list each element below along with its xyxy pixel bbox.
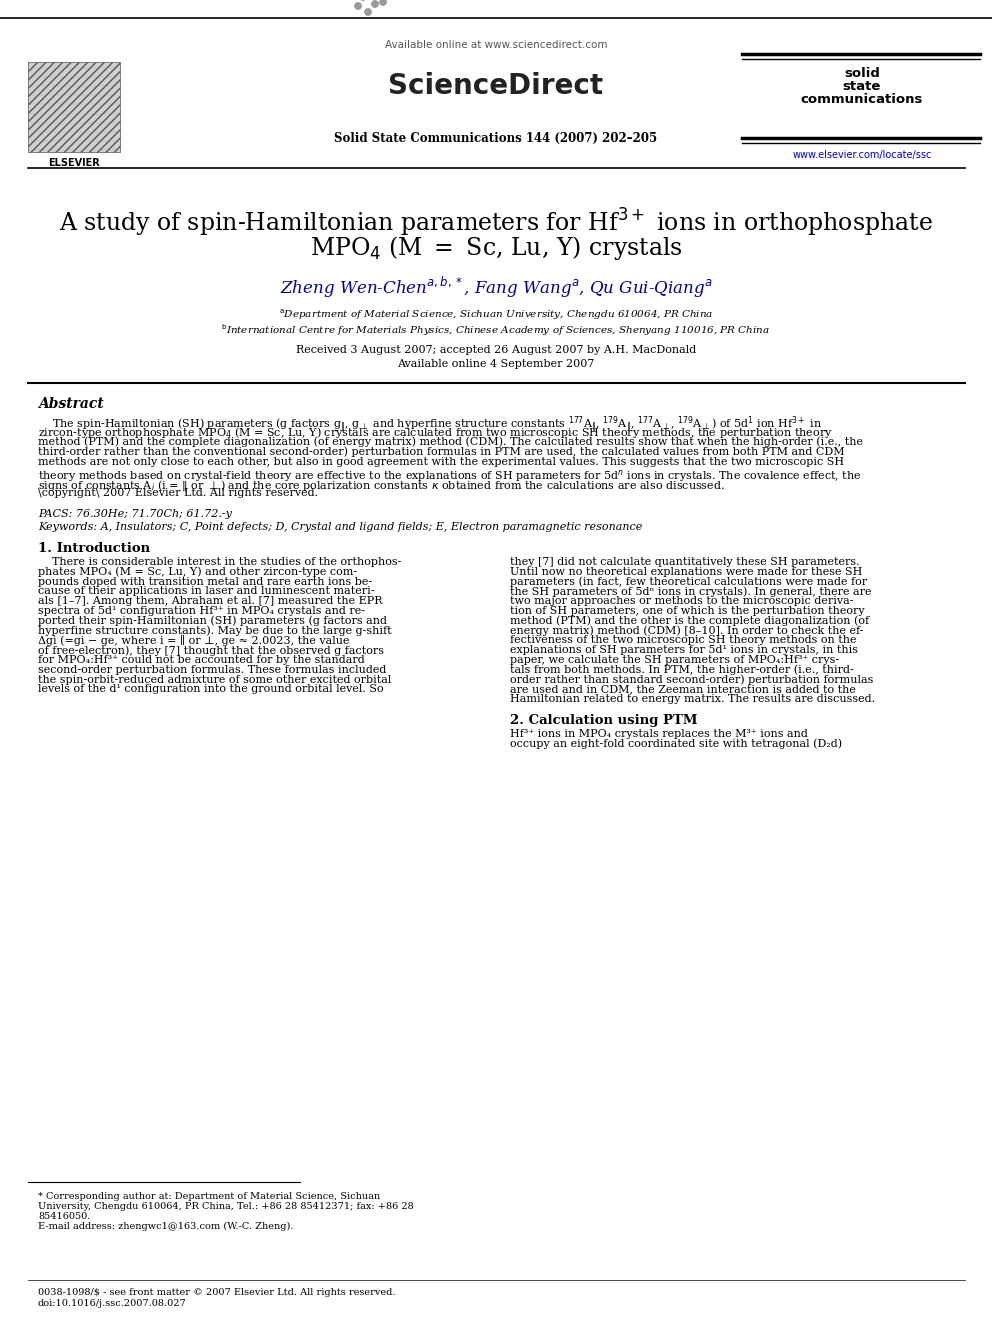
Text: 1. Introduction: 1. Introduction — [38, 542, 150, 556]
Text: 2. Calculation using PTM: 2. Calculation using PTM — [510, 714, 697, 728]
Text: the SH parameters of 5dⁿ ions in crystals). In general, there are: the SH parameters of 5dⁿ ions in crystal… — [510, 586, 872, 597]
Text: Abstract: Abstract — [38, 397, 104, 411]
Text: third-order rather than the conventional second-order) perturbation formulas in : third-order rather than the conventional… — [38, 446, 844, 456]
Text: ScienceDirect: ScienceDirect — [389, 71, 603, 101]
Text: second-order perturbation formulas. These formulas included: second-order perturbation formulas. Thes… — [38, 664, 386, 675]
Text: The spin-Hamiltonian (SH) parameters (g factors g$_{\|}$, g$_{\bot}$ and hyperfi: The spin-Hamiltonian (SH) parameters (g … — [38, 415, 822, 435]
Text: paper, we calculate the SH parameters of MPO₄:Hf³⁺ crys-: paper, we calculate the SH parameters of… — [510, 655, 839, 665]
Text: als [1–7]. Among them, Abraham et al. [7] measured the EPR: als [1–7]. Among them, Abraham et al. [7… — [38, 597, 383, 606]
Text: Received 3 August 2007; accepted 26 August 2007 by A.H. MacDonald: Received 3 August 2007; accepted 26 Augu… — [296, 345, 696, 355]
Text: are used and in CDM, the Zeeman interaction is added to the: are used and in CDM, the Zeeman interact… — [510, 684, 856, 695]
Text: 85416050.: 85416050. — [38, 1212, 90, 1221]
Text: ELSEVIER: ELSEVIER — [49, 157, 100, 168]
Text: fectiveness of the two microscopic SH theory methods on the: fectiveness of the two microscopic SH th… — [510, 635, 856, 646]
Text: of free-electron), they [7] thought that the observed g factors: of free-electron), they [7] thought that… — [38, 646, 384, 656]
Text: $^{\rm b}$International Centre for Materials Physics, Chinese Academy of Science: $^{\rm b}$International Centre for Mater… — [221, 321, 771, 337]
Text: for MPO₄:Hf³⁺ could not be accounted for by the standard: for MPO₄:Hf³⁺ could not be accounted for… — [38, 655, 365, 665]
Text: signs of constants A$_i$ (i = $\|$ or $\bot$) and the core polarization constant: signs of constants A$_i$ (i = $\|$ or $\… — [38, 478, 725, 493]
Text: hyperfine structure constants). May be due to the large g-shift: hyperfine structure constants). May be d… — [38, 626, 392, 636]
Text: $^{\rm a}$Department of Material Science, Sichuan University, Chengdu 610064, PR: $^{\rm a}$Department of Material Science… — [279, 308, 713, 323]
Text: Hamiltonian related to energy matrix. The results are discussed.: Hamiltonian related to energy matrix. Th… — [510, 695, 875, 704]
Text: energy matrix) method (CDM) [8–10]. In order to check the ef-: energy matrix) method (CDM) [8–10]. In o… — [510, 626, 863, 636]
Text: * Corresponding author at: Department of Material Science, Sichuan: * Corresponding author at: Department of… — [38, 1192, 380, 1201]
Text: communications: communications — [801, 93, 924, 106]
Text: www.elsevier.com/locate/ssc: www.elsevier.com/locate/ssc — [793, 149, 931, 160]
Text: Available online at www.sciencedirect.com: Available online at www.sciencedirect.co… — [385, 40, 607, 50]
Text: E-mail address: zhengwc1@163.com (W.-C. Zheng).: E-mail address: zhengwc1@163.com (W.-C. … — [38, 1222, 294, 1232]
Text: doi:10.1016/j.ssc.2007.08.027: doi:10.1016/j.ssc.2007.08.027 — [38, 1299, 186, 1308]
Text: solid: solid — [844, 67, 880, 79]
Text: occupy an eight-fold coordinated site with tetragonal (D₂d): occupy an eight-fold coordinated site wi… — [510, 738, 842, 749]
Text: theory methods based on crystal-field theory are effective to the explanations o: theory methods based on crystal-field th… — [38, 467, 861, 483]
Text: cause of their applications in laser and luminescent materi-: cause of their applications in laser and… — [38, 586, 375, 597]
Text: Available online 4 September 2007: Available online 4 September 2007 — [398, 359, 594, 369]
Text: methods are not only close to each other, but also in good agreement with the ex: methods are not only close to each other… — [38, 456, 844, 467]
Text: Keywords: A, Insulators; C, Point defects; D, Crystal and ligand fields; E, Elec: Keywords: A, Insulators; C, Point defect… — [38, 523, 643, 532]
Circle shape — [372, 1, 378, 7]
Text: explanations of SH parameters for 5d¹ ions in crystals, in this: explanations of SH parameters for 5d¹ io… — [510, 646, 858, 655]
Text: \copyright\ 2007 Elsevier Ltd. All rights reserved.: \copyright\ 2007 Elsevier Ltd. All right… — [38, 488, 318, 499]
Text: phates MPO₄ (M = Sc, Lu, Y) and other zircon-type com-: phates MPO₄ (M = Sc, Lu, Y) and other zi… — [38, 566, 357, 577]
Circle shape — [380, 0, 386, 5]
Text: tion of SH parameters, one of which is the perturbation theory: tion of SH parameters, one of which is t… — [510, 606, 865, 617]
Text: PACS: 76.30He; 71.70Ch; 61.72.-y: PACS: 76.30He; 71.70Ch; 61.72.-y — [38, 509, 232, 519]
Text: 0038-1098/$ - see front matter © 2007 Elsevier Ltd. All rights reserved.: 0038-1098/$ - see front matter © 2007 El… — [38, 1289, 396, 1297]
Text: method (PTM) and the complete diagonalization (of energy matrix) method (CDM). T: method (PTM) and the complete diagonaliz… — [38, 437, 863, 447]
Circle shape — [355, 3, 361, 9]
Text: spectra of 5d¹ configuration Hf³⁺ in MPO₄ crystals and re-: spectra of 5d¹ configuration Hf³⁺ in MPO… — [38, 606, 365, 617]
Bar — [28, 62, 120, 152]
Text: University, Chengdu 610064, PR China, Tel.: +86 28 85412371; fax: +86 28: University, Chengdu 610064, PR China, Te… — [38, 1203, 414, 1211]
Text: Until now no theoretical explanations were made for these SH: Until now no theoretical explanations we… — [510, 566, 862, 577]
Text: ported their spin-Hamiltonian (SH) parameters (g factors and: ported their spin-Hamiltonian (SH) param… — [38, 615, 387, 626]
Text: A study of spin-Hamiltonian parameters for Hf$^{3+}$ ions in orthophosphate: A study of spin-Hamiltonian parameters f… — [60, 206, 932, 239]
Text: pounds doped with transition metal and rare earth ions be-: pounds doped with transition metal and r… — [38, 577, 372, 586]
Text: they [7] did not calculate quantitatively these SH parameters.: they [7] did not calculate quantitativel… — [510, 557, 860, 568]
Circle shape — [365, 9, 371, 15]
Text: tals from both methods. In PTM, the higher-order (i.e., third-: tals from both methods. In PTM, the high… — [510, 664, 854, 675]
Text: two major approaches or methods to the microscopic deriva-: two major approaches or methods to the m… — [510, 597, 853, 606]
Text: levels of the d¹ configuration into the ground orbital level. So: levels of the d¹ configuration into the … — [38, 684, 384, 695]
Text: Δgi (=gi − ge, where i = ∥ or ⊥, ge ≈ 2.0023, the value: Δgi (=gi − ge, where i = ∥ or ⊥, ge ≈ 2.… — [38, 635, 349, 647]
Text: There is considerable interest in the studies of the orthophos-: There is considerable interest in the st… — [38, 557, 402, 568]
Text: the spin-orbit-reduced admixture of some other excited orbital: the spin-orbit-reduced admixture of some… — [38, 675, 392, 684]
Text: Hf³⁺ ions in MPO₄ crystals replaces the M³⁺ ions and: Hf³⁺ ions in MPO₄ crystals replaces the … — [510, 729, 807, 740]
Text: state: state — [843, 79, 881, 93]
Text: order rather than standard second-order) perturbation formulas: order rather than standard second-order)… — [510, 675, 873, 685]
Text: method (PTM) and the other is the complete diagonalization (of: method (PTM) and the other is the comple… — [510, 615, 869, 626]
Text: Zheng Wen-Chen$^{a,b,*}$, Fang Wang$^{a}$, Qu Gui-Qiang$^{a}$: Zheng Wen-Chen$^{a,b,*}$, Fang Wang$^{a}… — [280, 275, 712, 300]
Text: Solid State Communications 144 (2007) 202–205: Solid State Communications 144 (2007) 20… — [334, 132, 658, 146]
Text: parameters (in fact, few theoretical calculations were made for: parameters (in fact, few theoretical cal… — [510, 577, 867, 587]
Text: zircon-type orthophosphate MPO$_4$ (M = Sc, Lu, Y) crystals are calculated from : zircon-type orthophosphate MPO$_4$ (M = … — [38, 426, 832, 441]
Text: MPO$_4$ (M $=$ Sc, Lu, Y) crystals: MPO$_4$ (M $=$ Sc, Lu, Y) crystals — [310, 234, 682, 262]
